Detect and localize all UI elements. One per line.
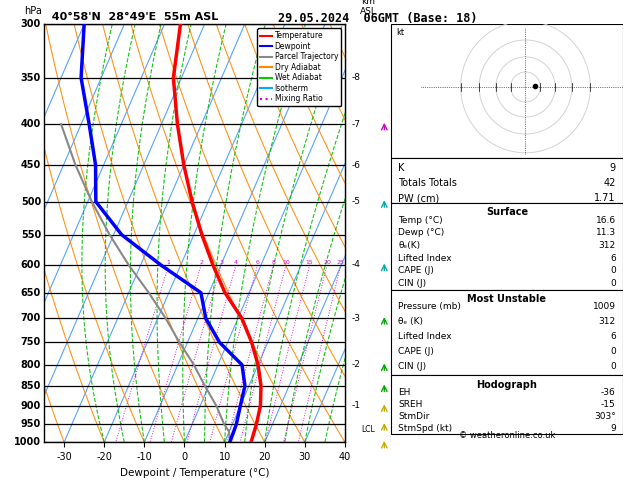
Text: 0: 0	[610, 279, 616, 288]
Text: 950: 950	[21, 419, 41, 430]
Text: 11.3: 11.3	[596, 228, 616, 237]
Text: Temp (°C): Temp (°C)	[398, 216, 443, 225]
Text: 40°58'N  28°49'E  55m ASL: 40°58'N 28°49'E 55m ASL	[44, 12, 218, 22]
Text: Dewp (°C): Dewp (°C)	[398, 228, 445, 237]
Text: 300: 300	[21, 19, 41, 29]
Text: Most Unstable: Most Unstable	[467, 294, 547, 304]
Text: 10: 10	[282, 260, 290, 265]
Text: θₑ (K): θₑ (K)	[398, 317, 423, 326]
Text: 1009: 1009	[593, 302, 616, 311]
Text: Hodograph: Hodograph	[477, 380, 537, 390]
Text: 6: 6	[610, 332, 616, 341]
Text: EH: EH	[398, 388, 411, 397]
Text: -36: -36	[601, 388, 616, 397]
Text: -8: -8	[352, 73, 361, 82]
Text: 1.71: 1.71	[594, 193, 616, 203]
Legend: Temperature, Dewpoint, Parcel Trajectory, Dry Adiabat, Wet Adiabat, Isotherm, Mi: Temperature, Dewpoint, Parcel Trajectory…	[257, 28, 341, 106]
Text: 850: 850	[21, 381, 41, 391]
Text: 0: 0	[610, 347, 616, 356]
Text: 303°: 303°	[594, 412, 616, 421]
Text: 8: 8	[272, 260, 276, 265]
Text: 350: 350	[21, 73, 41, 83]
Text: km
ASL: km ASL	[360, 0, 377, 16]
Bar	[391, 375, 623, 434]
Text: 4: 4	[234, 260, 238, 265]
Text: StmSpd (kt): StmSpd (kt)	[398, 424, 452, 433]
Text: Pressure (mb): Pressure (mb)	[398, 302, 461, 311]
Text: 6: 6	[255, 260, 260, 265]
Text: 9: 9	[610, 163, 616, 173]
Text: -5: -5	[352, 197, 361, 206]
Text: StmDir: StmDir	[398, 412, 430, 421]
Bar	[391, 158, 623, 203]
Text: -4: -4	[352, 260, 361, 269]
Text: 500: 500	[21, 197, 41, 207]
Text: 3: 3	[219, 260, 223, 265]
Text: 700: 700	[21, 313, 41, 324]
Text: 42: 42	[603, 178, 616, 188]
Text: SREH: SREH	[398, 400, 423, 409]
Text: 650: 650	[21, 288, 41, 298]
Text: 900: 900	[21, 400, 41, 411]
Text: 6: 6	[610, 254, 616, 263]
Text: 25: 25	[337, 260, 345, 265]
Text: -3: -3	[352, 314, 361, 323]
Text: 450: 450	[21, 160, 41, 170]
Text: 400: 400	[21, 119, 41, 129]
Text: Lifted Index: Lifted Index	[398, 332, 452, 341]
Text: 15: 15	[306, 260, 314, 265]
Text: 800: 800	[21, 360, 41, 370]
Text: 312: 312	[599, 317, 616, 326]
Text: 550: 550	[21, 230, 41, 240]
Text: 29.05.2024  06GMT (Base: 18): 29.05.2024 06GMT (Base: 18)	[277, 12, 477, 25]
Text: CIN (J): CIN (J)	[398, 363, 426, 371]
Text: LCL: LCL	[361, 425, 375, 434]
Text: 750: 750	[21, 337, 41, 347]
Text: Lifted Index: Lifted Index	[398, 254, 452, 263]
Text: 312: 312	[599, 241, 616, 250]
Bar	[391, 24, 623, 158]
Text: 16.6: 16.6	[596, 216, 616, 225]
Text: K: K	[398, 163, 404, 173]
Text: 600: 600	[21, 260, 41, 270]
Text: -7: -7	[352, 120, 361, 129]
Text: -15: -15	[601, 400, 616, 409]
Text: CAPE (J): CAPE (J)	[398, 347, 434, 356]
Text: -2: -2	[352, 360, 361, 369]
Text: Totals Totals: Totals Totals	[398, 178, 457, 188]
Text: -6: -6	[352, 160, 361, 170]
Text: © weatheronline.co.uk: © weatheronline.co.uk	[459, 431, 555, 440]
Text: hPa: hPa	[25, 6, 42, 16]
Text: θₑ(K): θₑ(K)	[398, 241, 420, 250]
Text: 1000: 1000	[14, 437, 41, 447]
Text: CAPE (J): CAPE (J)	[398, 266, 434, 276]
Text: 0: 0	[610, 363, 616, 371]
Text: 1: 1	[167, 260, 170, 265]
X-axis label: Dewpoint / Temperature (°C): Dewpoint / Temperature (°C)	[120, 468, 269, 478]
Text: PW (cm): PW (cm)	[398, 193, 440, 203]
Text: CIN (J): CIN (J)	[398, 279, 426, 288]
Text: Surface: Surface	[486, 208, 528, 217]
Text: 2: 2	[199, 260, 203, 265]
Text: 9: 9	[610, 424, 616, 433]
Text: -1: -1	[352, 401, 361, 410]
Text: 20: 20	[323, 260, 331, 265]
Text: 0: 0	[610, 266, 616, 276]
Text: kt: kt	[396, 29, 404, 37]
Bar	[391, 290, 623, 375]
Bar	[391, 203, 623, 290]
